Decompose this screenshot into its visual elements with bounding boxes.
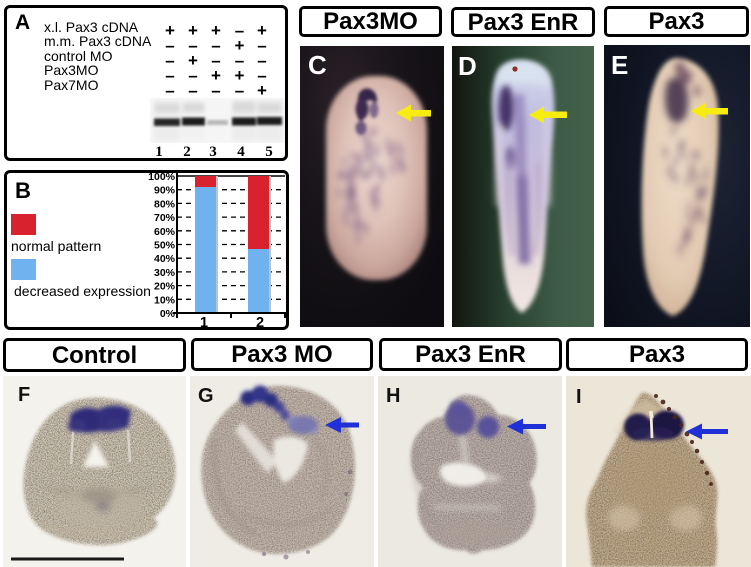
svg-text:G: G xyxy=(198,385,214,407)
svg-text:1: 1 xyxy=(200,315,208,328)
svg-text:100%: 100% xyxy=(148,171,176,183)
svg-text:30%: 30% xyxy=(154,267,176,279)
svg-text:+: + xyxy=(165,21,175,40)
svg-text:+: + xyxy=(257,81,267,100)
svg-text:20%: 20% xyxy=(154,281,176,293)
svg-text:–: – xyxy=(257,66,266,85)
svg-text:+: + xyxy=(235,36,245,55)
svg-text:–: – xyxy=(211,51,220,70)
svg-text:50%: 50% xyxy=(154,240,176,252)
svg-text:C: C xyxy=(308,50,327,80)
svg-text:–: – xyxy=(165,51,174,70)
svg-text:–: – xyxy=(165,81,174,100)
svg-text:I: I xyxy=(576,386,582,408)
svg-text:10%: 10% xyxy=(154,294,176,306)
svg-text:+: + xyxy=(211,21,221,40)
svg-text:H: H xyxy=(386,385,400,407)
svg-text:–: – xyxy=(235,81,244,100)
svg-text:2: 2 xyxy=(183,144,191,158)
svg-text:4: 4 xyxy=(237,144,245,158)
svg-text:40%: 40% xyxy=(154,253,176,265)
svg-text:+: + xyxy=(188,21,198,40)
svg-text:+: + xyxy=(257,21,267,40)
svg-text:E: E xyxy=(611,50,628,80)
svg-text:5: 5 xyxy=(265,144,273,158)
svg-text:–: – xyxy=(188,81,197,100)
svg-text:F: F xyxy=(18,384,30,406)
svg-text:–: – xyxy=(165,36,174,55)
svg-text:0%: 0% xyxy=(160,308,176,320)
svg-text:80%: 80% xyxy=(154,198,176,210)
svg-text:–: – xyxy=(257,51,266,70)
svg-text:70%: 70% xyxy=(154,212,176,224)
svg-text:90%: 90% xyxy=(154,185,176,197)
svg-text:3: 3 xyxy=(209,144,217,158)
svg-text:2: 2 xyxy=(256,315,264,328)
svg-text:–: – xyxy=(188,66,197,85)
svg-text:–: – xyxy=(211,81,220,100)
svg-text:D: D xyxy=(458,51,477,81)
svg-text:+: + xyxy=(211,66,221,85)
svg-text:–: – xyxy=(211,36,220,55)
svg-text:60%: 60% xyxy=(154,226,176,238)
svg-text:+: + xyxy=(235,66,245,85)
svg-text:–: – xyxy=(188,36,197,55)
svg-text:+: + xyxy=(188,51,198,70)
svg-text:–: – xyxy=(235,51,244,70)
svg-text:–: – xyxy=(165,66,174,85)
svg-text:1: 1 xyxy=(155,144,163,158)
svg-text:–: – xyxy=(235,21,244,40)
svg-text:–: – xyxy=(257,36,266,55)
